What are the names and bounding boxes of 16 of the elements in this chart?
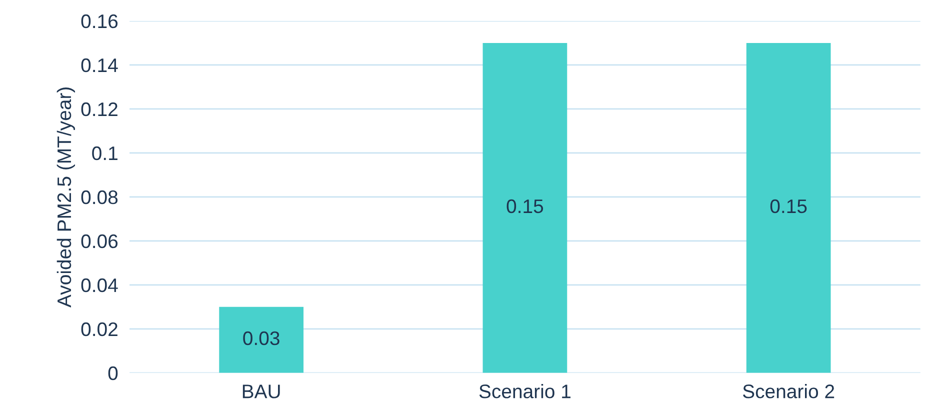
- x-tick-label: BAU: [242, 384, 280, 398]
- y-tick-label: 0.1: [92, 146, 118, 160]
- y-tick-label: 0.16: [81, 14, 118, 28]
- x-tick-label: Scenario 1: [479, 384, 570, 398]
- y-tick-label: 0.12: [81, 102, 118, 116]
- y-tick-label: 0.14: [81, 58, 118, 72]
- y-tick-label: 0.08: [81, 190, 118, 204]
- y-axis-title: Avoided PM2.5 (MT/year): [56, 88, 75, 308]
- x-tick-label: Scenario 2: [742, 384, 834, 398]
- data-label: 0.15: [770, 199, 807, 214]
- data-label: 0.03: [243, 331, 280, 346]
- data-label: 0.15: [506, 199, 544, 214]
- y-tick-label: 0.06: [81, 234, 118, 248]
- y-tick-label: 0.04: [81, 278, 118, 292]
- y-tick-label: 0: [108, 366, 118, 380]
- y-tick-label: 0.02: [81, 322, 118, 336]
